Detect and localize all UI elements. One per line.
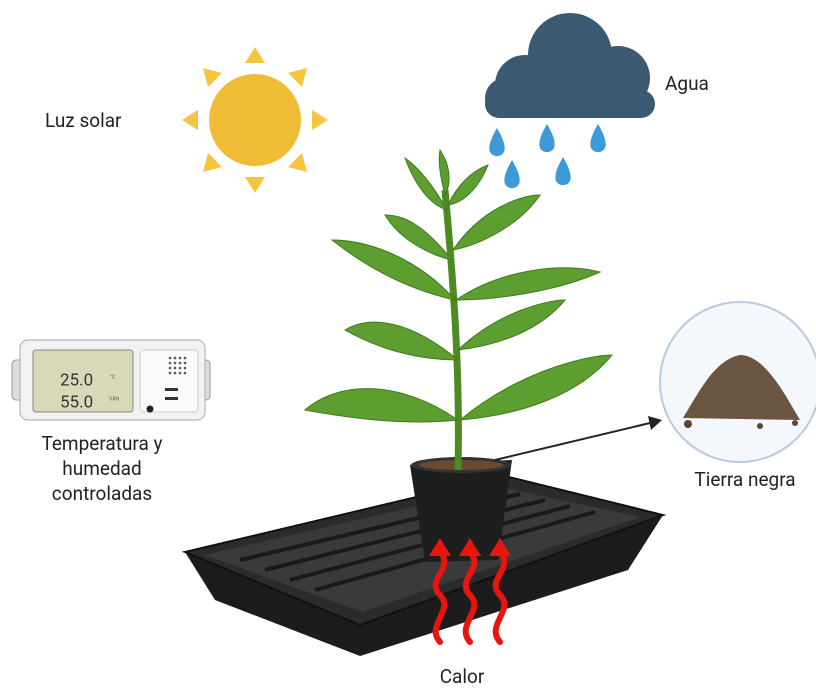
humidity-reading: 55.0 [60, 392, 93, 412]
plant [305, 150, 612, 470]
temperature-unit: °C [110, 374, 116, 380]
heat-arrowheads [429, 538, 511, 556]
diagram: Luz solar Agua 25.0 55.0 °C %RH Te [0, 0, 816, 690]
temperature-reading: 25.0 [60, 370, 93, 390]
water-label: Agua [665, 72, 709, 95]
device-label-line: Temperatura y [41, 432, 162, 455]
soil-label: Tierra negra [694, 468, 795, 491]
device-label-line: humedad [62, 457, 141, 480]
rain-drops [489, 124, 605, 188]
device-label-line: controladas [52, 482, 152, 505]
sun-icon [182, 47, 328, 193]
sun-label: Luz solar [45, 109, 122, 132]
humidity-unit: %RH [109, 396, 120, 402]
cloud-icon [485, 13, 655, 118]
heat-label: Calor [440, 665, 485, 688]
